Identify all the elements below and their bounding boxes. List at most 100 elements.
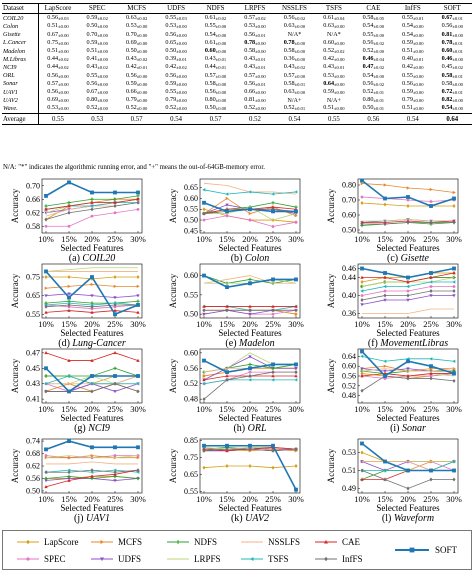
data-point <box>225 214 229 218</box>
x-tick-label: 25% <box>265 404 281 414</box>
series-line-lrpfs <box>204 206 297 221</box>
column-header: UDFS <box>167 4 186 12</box>
chart-panel: 0.36 0.40 0.440.46 10% 15% 20% 25% 30% Selected … <box>326 263 462 349</box>
chart-panel: 0.49 0.51 0.53 10% 15% 20% 25% 30% Selected Feat… <box>326 438 462 524</box>
x-tick-label: 30% <box>288 494 304 504</box>
y-tick-label: 0.85 <box>184 436 198 445</box>
table-cell: 0.51±0.00 <box>402 47 424 55</box>
table-cell: 0.58±0.00 <box>204 79 227 87</box>
y-tick-label: 0.62 <box>26 462 40 471</box>
chart-panel: 0.48 0.52 0.56 0.60 10% 15% 20% 25% 30% Selected … <box>168 348 304 434</box>
data-point <box>44 447 48 452</box>
legend-label: TSFS <box>268 554 289 564</box>
table-cell: 0.58±0.01 <box>441 71 463 79</box>
table-cell: 0.70±0.00 <box>125 30 148 38</box>
table-cell: 0.46±0.04 <box>362 55 385 63</box>
table-row: Sonar 0.57±0.00 0.56±0.00 0.59±0.00 0.59±0.0… <box>2 79 472 89</box>
series-line-nsslfs <box>362 308 454 314</box>
x-axis-label: Selected Features <box>376 503 440 513</box>
chart-caption: (i) Sonar <box>390 423 426 434</box>
x-axis-label: Selected Features <box>60 413 124 423</box>
table-cell: 0.59±0.00 <box>402 88 424 96</box>
data-point <box>360 354 364 359</box>
data-point <box>67 224 71 228</box>
data-point <box>113 381 117 386</box>
dataset-name: Wave. <box>2 104 39 114</box>
data-point <box>294 312 298 316</box>
data-point <box>113 296 117 300</box>
data-point <box>90 204 94 208</box>
data-point <box>136 303 140 307</box>
data-point <box>271 277 275 282</box>
data-point <box>113 445 117 450</box>
data-point <box>225 443 229 448</box>
data-point <box>90 190 94 195</box>
table-cell: 0.67±0.00 <box>86 88 108 96</box>
y-tick-label: 0.44 <box>342 273 356 282</box>
x-tick-label: 10% <box>354 234 370 244</box>
data-point <box>67 303 71 307</box>
x-tick-label: 20% <box>84 494 100 504</box>
data-point <box>136 358 140 362</box>
data-point <box>271 304 275 308</box>
data-point <box>271 366 275 370</box>
table-cell: 0.56±0.02 <box>362 79 385 87</box>
data-point <box>90 389 94 394</box>
data-point <box>44 382 48 386</box>
data-point <box>452 190 456 195</box>
data-point <box>271 443 275 448</box>
data-point <box>67 470 71 475</box>
table-cell: 0.60±0.00 <box>323 38 345 46</box>
data-point <box>202 304 206 308</box>
data-point <box>429 275 433 279</box>
data-point <box>248 366 252 371</box>
chart-panel: 0.50 0.56 0.62 0.68 0.74 10% 15% 20% 25% 30% Selec… <box>10 437 146 524</box>
average-cell: 0.54 <box>288 115 301 123</box>
data-point <box>113 351 117 355</box>
table-cell: 0.63±0.02 <box>125 14 148 22</box>
x-tick-label: 15% <box>219 319 235 329</box>
series-line-nsslfs <box>361 368 455 372</box>
legend-marker <box>324 539 328 544</box>
table-cell: 0.82±0.00 <box>441 96 463 104</box>
table-cell: 0.57±0.00 <box>283 71 306 79</box>
x-tick-label: 20% <box>400 494 416 504</box>
y-tick-label: 0.80 <box>342 181 356 190</box>
x-axis-label: Selected Features <box>376 413 440 423</box>
average-cell: 0.55 <box>327 115 340 123</box>
data-point <box>271 225 275 228</box>
table-cell: 0.52±0.02 <box>323 47 345 55</box>
data-point <box>429 271 433 275</box>
data-point <box>248 447 252 452</box>
chart-caption: (h) ORL <box>233 423 267 434</box>
x-tick-label: 15% <box>219 234 235 244</box>
series-line-lrpfs <box>45 455 139 459</box>
y-axis-label: Accuracy <box>326 188 336 223</box>
data-point <box>294 214 298 218</box>
y-axis-label: Accuracy <box>10 273 20 308</box>
column-header: InfFS <box>404 4 421 12</box>
data-point <box>383 298 387 302</box>
x-axis-label: Selected Features <box>376 243 440 253</box>
column-header: SPEC <box>88 4 106 12</box>
dataset-name: NCI9 <box>2 63 39 72</box>
data-point <box>452 289 456 293</box>
table-cell: 0.80±0.01 <box>362 96 385 104</box>
data-point <box>67 292 71 296</box>
x-tick-label: 30% <box>446 404 462 414</box>
data-point <box>67 295 71 300</box>
legend-marker <box>26 557 30 561</box>
x-tick-label: 10% <box>196 404 212 414</box>
data-point <box>248 370 252 374</box>
y-tick-label: 0.66 <box>26 195 40 204</box>
data-point <box>360 178 364 183</box>
table-cell: 0.46±0.00 <box>441 55 463 63</box>
data-point <box>429 289 433 293</box>
data-point <box>113 312 117 317</box>
data-point <box>360 477 364 481</box>
data-point <box>67 275 71 279</box>
x-tick-label: 10% <box>196 234 212 244</box>
average-cell: 0.56 <box>367 115 380 123</box>
data-point <box>406 376 410 381</box>
data-point <box>452 366 456 371</box>
